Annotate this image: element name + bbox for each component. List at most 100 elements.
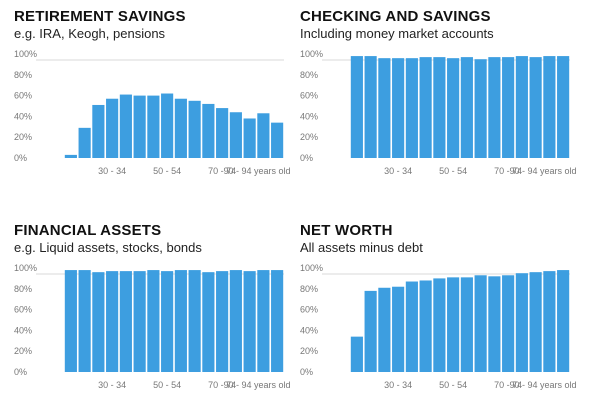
bar <box>257 113 270 158</box>
x-tick-label: 30 - 34 <box>98 166 126 176</box>
bar <box>364 290 377 372</box>
bar <box>243 271 256 372</box>
bar <box>174 98 187 158</box>
y-tick-label: 60% <box>14 91 32 101</box>
y-tick-label: 100% <box>300 263 323 273</box>
y-tick-label: 80% <box>300 284 318 294</box>
bar <box>447 58 460 158</box>
bar <box>119 271 132 372</box>
x-tick-label: 50 - 54 <box>439 166 467 176</box>
bar <box>271 270 284 372</box>
y-tick-label: 40% <box>300 325 318 335</box>
y-tick-label: 80% <box>14 70 32 80</box>
y-tick-label: 100% <box>14 263 37 273</box>
bar <box>133 95 146 158</box>
bar-chart: 100% 80% 60% 40% 20% 0% 30 - 34 50 - 54 70 - 749… <box>300 49 577 176</box>
bar <box>161 271 174 372</box>
chart-panel-financial-assets: FINANCIAL ASSETS e.g. Liquid assets, sto… <box>14 220 304 415</box>
chart-subtitle: All assets minus debt <box>300 240 423 255</box>
bar <box>216 271 229 372</box>
y-tick-label: 20% <box>300 346 318 356</box>
bar <box>502 57 515 159</box>
x-tick-label: 90 - 94 years old <box>510 380 577 390</box>
bar <box>147 95 160 158</box>
y-tick-label: 80% <box>300 70 318 80</box>
bar <box>64 270 77 372</box>
y-tick-label: 60% <box>14 305 32 315</box>
chart-panel-net-worth: NET WORTH All assets minus debt 100% 80% 6… <box>300 220 590 415</box>
x-tick-label: 50 - 54 <box>153 380 181 390</box>
bar <box>161 93 174 158</box>
bar <box>92 272 105 372</box>
bar <box>202 272 215 372</box>
chart-subtitle: Including money market accounts <box>300 26 494 41</box>
x-tick-label: 70 - 74 <box>494 380 522 390</box>
x-tick-label: 90 - 94 years old <box>510 166 577 176</box>
bar-chart: 100% 80% 60% 40% 20% 0% 30 - 34 50 - 54 70 - 749… <box>14 49 291 176</box>
bar <box>529 272 542 372</box>
bar <box>147 270 160 372</box>
bar <box>474 275 487 372</box>
bar <box>133 271 146 372</box>
chart-title: NET WORTH <box>300 222 393 239</box>
bar <box>64 154 77 158</box>
bar <box>106 98 119 158</box>
bar <box>392 286 405 372</box>
bar <box>229 112 242 158</box>
x-tick-label: 30 - 34 <box>98 380 126 390</box>
y-tick-label: 20% <box>14 346 32 356</box>
y-tick-label: 100% <box>300 49 323 59</box>
y-tick-label: 60% <box>300 91 318 101</box>
bar <box>543 56 556 158</box>
bar <box>419 57 432 159</box>
y-tick-label: 40% <box>14 325 32 335</box>
bar <box>515 273 528 372</box>
y-tick-label: 60% <box>300 305 318 315</box>
bar <box>78 270 91 372</box>
bar <box>419 280 432 372</box>
y-tick-label: 0% <box>300 153 313 163</box>
bar <box>557 270 570 372</box>
bar <box>188 100 201 158</box>
bar <box>433 278 446 372</box>
bar <box>392 58 405 158</box>
bar <box>188 270 201 372</box>
bar <box>543 271 556 372</box>
x-tick-label: 30 - 34 <box>384 166 412 176</box>
bar <box>433 57 446 159</box>
chart-title: RETIREMENT SAVINGS <box>14 8 186 25</box>
x-tick-label: 50 - 54 <box>439 380 467 390</box>
bar <box>378 58 391 158</box>
x-tick-label: 70 - 74 <box>208 380 236 390</box>
bar <box>502 275 515 372</box>
y-tick-label: 80% <box>14 284 32 294</box>
bar <box>557 56 570 158</box>
bar <box>257 270 270 372</box>
bar <box>92 104 105 158</box>
y-tick-label: 40% <box>14 111 32 121</box>
bar <box>405 281 418 372</box>
bar <box>488 276 501 372</box>
x-tick-label: 70 - 74 <box>208 166 236 176</box>
y-tick-label: 20% <box>300 132 318 142</box>
y-tick-label: 0% <box>14 367 27 377</box>
bar <box>405 58 418 158</box>
bar <box>174 270 187 372</box>
chart-title: CHECKING AND SAVINGS <box>300 8 491 25</box>
bar <box>460 277 473 372</box>
x-tick-label: 90 - 94 years old <box>224 166 291 176</box>
x-tick-label: 50 - 54 <box>153 166 181 176</box>
chart-title: FINANCIAL ASSETS <box>14 222 162 239</box>
y-tick-label: 100% <box>14 49 37 59</box>
bar <box>364 56 377 158</box>
x-tick-label: 70 - 74 <box>494 166 522 176</box>
bar <box>529 57 542 159</box>
bar <box>515 56 528 158</box>
y-tick-label: 0% <box>14 153 27 163</box>
x-tick-label: 30 - 34 <box>384 380 412 390</box>
y-tick-label: 0% <box>300 367 313 377</box>
bar-chart: 100% 80% 60% 40% 20% 0% 30 - 34 50 - 54 70 - 749… <box>300 263 577 390</box>
bar <box>460 57 473 159</box>
bar <box>447 277 460 372</box>
bar <box>271 122 284 158</box>
